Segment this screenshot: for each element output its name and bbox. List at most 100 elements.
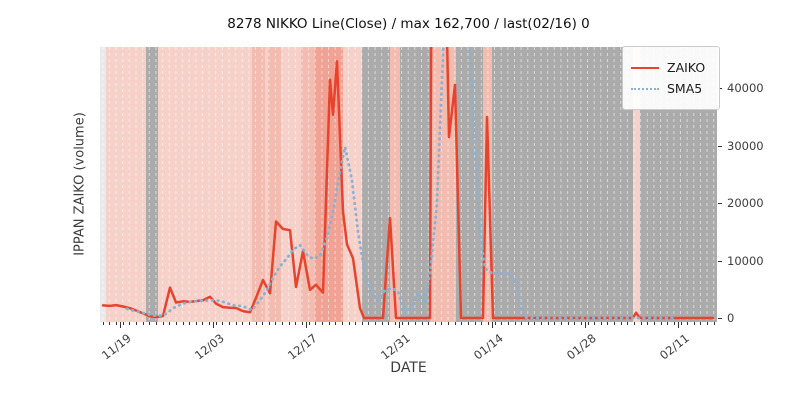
zaiko-line-swatch-icon	[631, 66, 659, 69]
x-minor-tick	[687, 322, 689, 325]
day-band	[343, 47, 362, 322]
y-tick-label: 0	[727, 311, 735, 325]
legend-box: ZAIKO SMA5	[622, 46, 720, 110]
x-minor-tick	[275, 322, 277, 325]
x-minor-tick	[594, 322, 596, 325]
x-minor-tick	[707, 322, 708, 325]
x-minor-tick	[501, 322, 503, 325]
y-tick	[718, 203, 722, 204]
x-minor-tick	[541, 322, 542, 325]
x-minor-tick	[713, 322, 715, 325]
x-minor-tick	[700, 322, 702, 325]
x-tick-label: 01/28	[563, 331, 599, 363]
x-minor-tick	[195, 322, 197, 325]
day-band	[492, 47, 633, 322]
x-minor-tick	[640, 322, 642, 325]
x-minor-tick	[162, 322, 164, 325]
x-minor-tick	[308, 322, 310, 325]
x-minor-tick	[401, 322, 403, 325]
x-minor-tick	[414, 322, 416, 325]
series-line-zaiko	[101, 47, 715, 320]
x-minor-tick	[448, 322, 450, 325]
x-tick-label: 12/17	[284, 331, 320, 363]
x-minor-tick	[507, 322, 509, 325]
x-minor-tick	[481, 322, 483, 325]
legend-label-sma5: SMA5	[667, 81, 703, 96]
x-minor-tick	[288, 322, 290, 325]
x-minor-tick	[395, 322, 396, 325]
day-band	[100, 47, 106, 322]
x-minor-tick	[580, 322, 582, 325]
x-minor-tick	[441, 322, 443, 325]
x-minor-tick	[222, 322, 224, 325]
x-minor-tick	[521, 322, 523, 325]
x-minor-tick	[368, 322, 370, 325]
x-minor-tick	[315, 322, 317, 325]
x-minor-tick	[341, 322, 343, 325]
day-band	[265, 47, 268, 322]
series-line-sma5	[125, 47, 677, 320]
x-minor-tick	[574, 322, 576, 325]
x-minor-tick	[600, 322, 602, 325]
x-minor-tick	[209, 322, 210, 325]
x-minor-tick	[454, 322, 456, 325]
x-minor-tick	[653, 322, 655, 325]
x-minor-tick	[421, 322, 423, 325]
x-minor-tick	[527, 322, 529, 325]
x-minor-tick	[607, 322, 609, 325]
x-minor-tick	[487, 322, 489, 325]
x-tick-label: 01/14	[470, 331, 506, 363]
x-minor-tick	[634, 322, 635, 325]
x-minor-tick	[587, 322, 589, 325]
x-major-tick	[678, 322, 679, 328]
x-minor-tick	[129, 322, 131, 325]
x-minor-tick	[547, 322, 549, 325]
x-minor-tick	[136, 322, 137, 325]
x-minor-tick	[116, 322, 118, 325]
day-band	[633, 47, 640, 322]
x-minor-tick	[235, 322, 237, 325]
day-band	[390, 47, 400, 322]
x-major-tick	[585, 322, 586, 328]
x-major-tick	[306, 322, 307, 328]
x-minor-tick	[182, 322, 184, 325]
x-minor-tick	[361, 322, 363, 325]
x-minor-tick	[142, 322, 144, 325]
x-minor-tick	[302, 322, 303, 325]
x-minor-tick	[428, 322, 430, 325]
x-minor-tick	[561, 322, 562, 325]
x-major-tick	[213, 322, 214, 328]
x-minor-tick	[673, 322, 675, 325]
x-minor-tick	[627, 322, 629, 325]
day-band	[146, 47, 158, 322]
x-minor-tick	[614, 322, 616, 325]
y-tick	[718, 318, 722, 319]
x-minor-tick	[155, 322, 157, 325]
x-minor-tick	[348, 322, 350, 325]
y-tick	[718, 88, 722, 89]
x-minor-tick	[175, 322, 177, 325]
x-minor-tick	[202, 322, 204, 325]
x-minor-tick	[328, 322, 330, 325]
day-band	[268, 47, 281, 322]
x-minor-tick	[667, 322, 669, 325]
x-minor-tick	[647, 322, 649, 325]
x-minor-tick	[693, 322, 695, 325]
x-minor-tick	[169, 322, 171, 325]
day-band	[400, 47, 430, 322]
x-minor-tick	[122, 322, 124, 325]
x-minor-tick	[554, 322, 556, 325]
x-minor-tick	[229, 322, 230, 325]
x-minor-tick	[381, 322, 383, 325]
x-minor-tick	[434, 322, 436, 325]
x-major-tick	[399, 322, 400, 328]
x-major-tick	[120, 322, 121, 328]
legend-label-zaiko: ZAIKO	[667, 60, 706, 75]
x-tick-label: 02/11	[656, 331, 692, 363]
x-minor-tick	[282, 322, 284, 325]
y-tick	[718, 146, 722, 147]
day-band	[106, 47, 146, 322]
y-tick-label: 30000	[727, 139, 764, 153]
x-minor-tick	[514, 322, 516, 325]
